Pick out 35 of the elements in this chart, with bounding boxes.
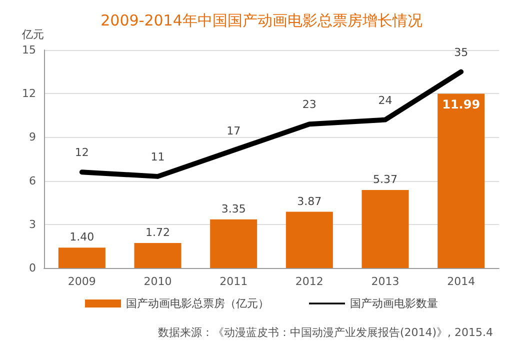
y-tick-label: 6	[29, 174, 36, 188]
data-label: 24	[378, 94, 392, 107]
bar	[286, 212, 333, 268]
data-label: 3.87	[297, 194, 322, 208]
data-label: 17	[226, 124, 241, 138]
y-axis-title: 亿元	[21, 28, 44, 41]
y-tick-label: 12	[22, 87, 36, 100]
data-label: 1.72	[146, 226, 170, 240]
source-note: 数据来源：《动漫蓝皮书：中国动漫产业发展报告(2014)》, 2015.4	[158, 326, 494, 339]
x-tick-label: 2012	[295, 275, 324, 288]
bar	[134, 243, 182, 268]
data-label: 3.35	[221, 202, 246, 216]
x-tick-label: 2010	[144, 275, 172, 288]
bar	[438, 94, 485, 268]
y-tick-label: 0	[29, 262, 36, 274]
x-tick-label: 2011	[220, 275, 248, 288]
legend-label: 国产动画电影数量	[350, 297, 438, 310]
data-label: 11	[150, 150, 165, 164]
data-label: 5.37	[373, 172, 398, 186]
y-tick-label: 15	[22, 44, 36, 56]
legend-label: 国产动画电影总票房（亿元）	[126, 297, 269, 310]
data-label: 23	[302, 98, 316, 112]
bar	[58, 248, 106, 268]
data-label: 35	[454, 46, 468, 59]
bar	[362, 190, 409, 268]
bar	[210, 219, 258, 268]
data-label: 12	[74, 146, 89, 160]
x-tick-label: 2013	[371, 275, 400, 288]
data-label: 1.40	[70, 230, 94, 244]
x-tick-label: 2009	[68, 275, 96, 288]
data-label: 11.99	[442, 98, 480, 112]
chart-title: 2009-2014年中国国产动画电影总票房增长情况	[100, 12, 422, 30]
y-tick-label: 3	[29, 218, 36, 231]
x-tick-label: 2014	[447, 275, 476, 288]
y-tick-label: 9	[29, 130, 36, 144]
